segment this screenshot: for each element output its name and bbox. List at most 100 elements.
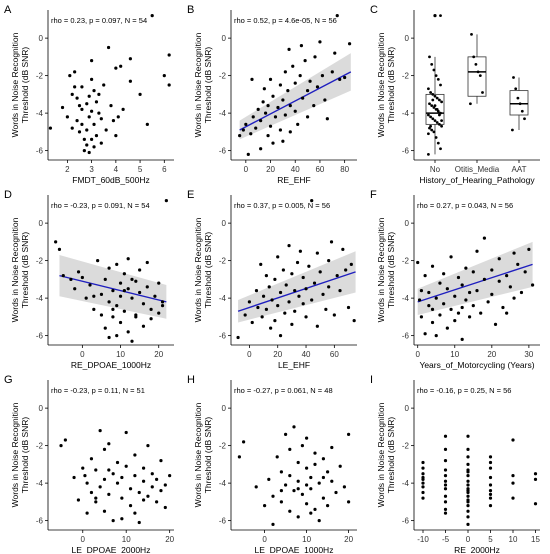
data-point bbox=[466, 522, 470, 526]
data-point bbox=[338, 464, 342, 468]
data-point bbox=[271, 94, 275, 98]
data-point bbox=[488, 496, 493, 500]
data-point bbox=[301, 96, 305, 100]
data-point bbox=[157, 311, 161, 315]
data-point bbox=[107, 492, 111, 496]
x-tick-label: 0 bbox=[247, 350, 252, 359]
data-point bbox=[442, 272, 446, 276]
data-point bbox=[287, 300, 291, 304]
data-point bbox=[423, 332, 427, 336]
jitter-point bbox=[469, 102, 472, 106]
data-point bbox=[344, 268, 348, 272]
stat-annotation: rho = 0.23, p = 0.097, N = 54 bbox=[51, 16, 147, 25]
regression-line bbox=[239, 71, 352, 131]
data-point bbox=[155, 477, 159, 481]
jitter-point bbox=[427, 87, 430, 91]
data-point bbox=[475, 289, 479, 293]
data-point bbox=[259, 262, 263, 266]
y-tick-label: -2 bbox=[219, 257, 227, 266]
data-point bbox=[269, 326, 273, 330]
data-point bbox=[82, 149, 86, 153]
y-tick-label: -6 bbox=[36, 147, 44, 156]
data-point bbox=[138, 290, 142, 295]
jitter-point bbox=[439, 83, 442, 87]
jitter-point bbox=[428, 55, 431, 59]
data-point bbox=[273, 277, 277, 281]
y-tick-label: 0 bbox=[39, 34, 44, 43]
panel-f: F Words in Noise RecognitionThreshold (dB… bbox=[370, 189, 540, 370]
data-point bbox=[80, 85, 84, 89]
data-point bbox=[332, 313, 336, 317]
jitter-point bbox=[435, 107, 439, 111]
jitter-point bbox=[440, 100, 443, 104]
data-point bbox=[288, 130, 292, 134]
data-point bbox=[303, 59, 307, 63]
data-point bbox=[75, 119, 79, 123]
y-axis-label-line2: Threshold (dB SNR) bbox=[386, 232, 396, 309]
data-point bbox=[315, 324, 319, 328]
data-point bbox=[266, 134, 270, 138]
data-point bbox=[482, 236, 487, 240]
data-point bbox=[146, 494, 150, 498]
x-tick-label: 6 bbox=[162, 165, 167, 174]
data-point bbox=[330, 479, 334, 483]
y-axis-label-line1: Words in Noise Recognition bbox=[193, 217, 203, 322]
data-point bbox=[247, 300, 252, 304]
data-point bbox=[490, 268, 494, 272]
data-point bbox=[434, 334, 438, 338]
data-point bbox=[138, 268, 142, 272]
data-point bbox=[92, 122, 96, 126]
data-point bbox=[305, 483, 309, 487]
x-tick-label: Otitis_Media bbox=[455, 165, 500, 174]
data-point bbox=[271, 522, 275, 526]
data-point bbox=[281, 139, 285, 143]
data-point bbox=[291, 64, 295, 68]
data-point bbox=[254, 126, 258, 130]
jitter-point bbox=[439, 14, 442, 18]
data-point bbox=[321, 457, 325, 461]
data-point bbox=[310, 199, 314, 203]
y-axis-label-line2: Threshold (dB SNR) bbox=[203, 47, 213, 124]
data-point bbox=[84, 296, 88, 300]
jitter-point bbox=[470, 32, 473, 36]
data-point bbox=[321, 496, 325, 500]
data-point bbox=[347, 42, 352, 46]
data-point bbox=[443, 487, 448, 491]
x-tick-label: 0 bbox=[262, 535, 267, 544]
y-axis-label-line2: Threshold (dB SNR) bbox=[20, 417, 30, 494]
data-point bbox=[313, 507, 317, 511]
y-tick-label: -6 bbox=[36, 517, 44, 526]
data-point bbox=[505, 274, 509, 278]
y-tick-label: 0 bbox=[405, 34, 410, 43]
data-point bbox=[94, 134, 99, 138]
data-point bbox=[284, 432, 288, 436]
data-point bbox=[254, 485, 258, 489]
x-tick-label: 60 bbox=[330, 350, 339, 359]
data-point bbox=[312, 281, 317, 285]
data-point bbox=[466, 515, 470, 519]
data-point bbox=[471, 270, 475, 274]
data-point bbox=[249, 132, 253, 136]
data-point bbox=[118, 281, 123, 285]
x-tick-label: 10 bbox=[122, 535, 131, 544]
x-tick-label: 3 bbox=[89, 165, 94, 174]
y-tick-label: -4 bbox=[402, 109, 410, 118]
data-point bbox=[488, 492, 493, 496]
data-point bbox=[244, 122, 248, 126]
y-tick-label: -4 bbox=[219, 479, 227, 488]
y-tick-label: 0 bbox=[222, 404, 227, 413]
data-point bbox=[133, 453, 137, 457]
data-point bbox=[464, 298, 468, 302]
data-point bbox=[70, 126, 74, 130]
data-point bbox=[80, 122, 84, 126]
data-point bbox=[287, 47, 291, 51]
data-point bbox=[80, 275, 84, 280]
data-point bbox=[48, 126, 53, 130]
data-point bbox=[309, 511, 313, 515]
data-point bbox=[321, 475, 325, 480]
jitter-point bbox=[440, 124, 443, 128]
data-point bbox=[85, 143, 89, 147]
data-point bbox=[85, 128, 89, 132]
panel-d: D Words in Noise RecognitionThreshold (dB… bbox=[4, 189, 174, 370]
data-point bbox=[501, 305, 505, 310]
